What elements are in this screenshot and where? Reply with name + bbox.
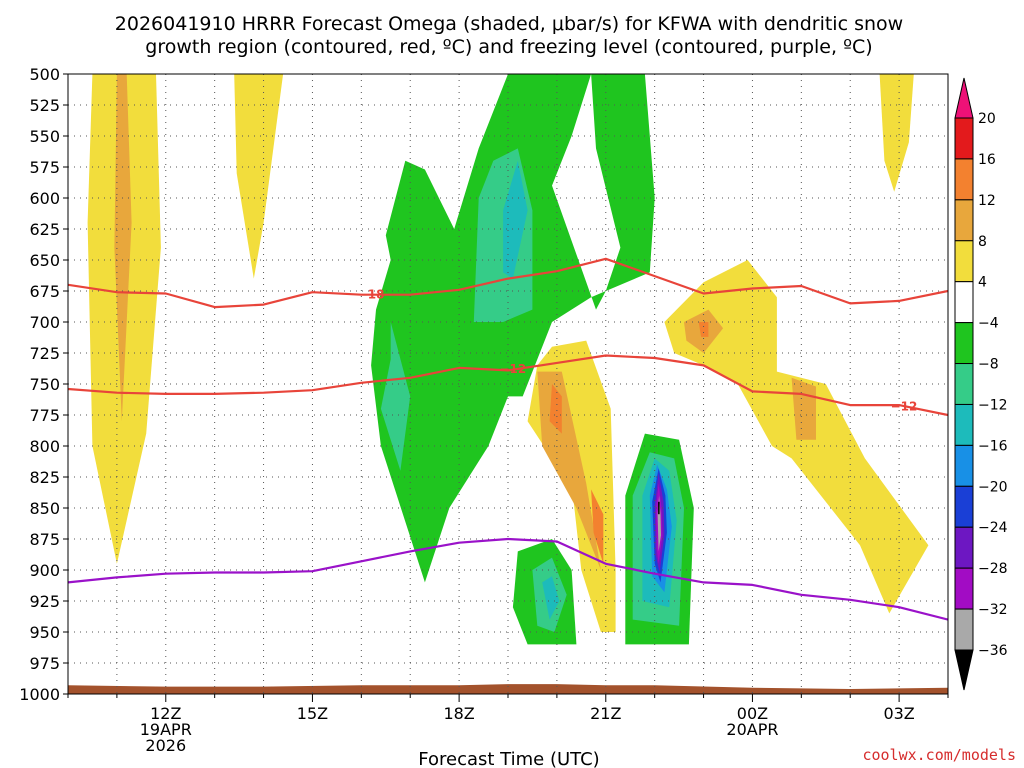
- chart-title-line-2: growth region (contoured, red, ºC) and f…: [145, 36, 872, 58]
- omega-field-3: [879, 74, 914, 192]
- x-tick-15Z: 15Z: [297, 704, 328, 723]
- y-tick-800: 800: [29, 437, 60, 456]
- colorbar-swatch-12: [954, 608, 974, 651]
- source-credit: coolwx.com/models: [862, 746, 1016, 764]
- colorbar-label-7: −12: [978, 397, 1008, 413]
- colorbar: 20 16 12 8 4 −4 −8 −12 −16 −20 −24 −28 −32 −36: [954, 77, 1008, 691]
- contour--12: [68, 354, 948, 417]
- x-tick-12Z: 12Z: [150, 704, 181, 723]
- contour--18: [68, 257, 948, 309]
- colorbar-swatch-6: [954, 363, 974, 405]
- x-tick-18Z: 18Z: [443, 704, 474, 723]
- y-tick-600: 600: [29, 189, 60, 208]
- contour-label-0: −18: [358, 288, 385, 302]
- y-tick-525: 525: [29, 96, 60, 115]
- omega-field-19: [542, 576, 560, 620]
- omega-field-16: [380, 322, 411, 471]
- y-tick-975: 975: [29, 654, 60, 673]
- y-tick-900: 900: [29, 561, 60, 580]
- y-tick-875: 875: [29, 530, 60, 549]
- colorbar-label-5: −4: [978, 316, 999, 332]
- omega-field-13: [371, 74, 403, 167]
- colorbar-swatch-1: [954, 158, 974, 201]
- y-tick-725: 725: [29, 344, 60, 363]
- colorbar-label-8: −16: [978, 438, 1008, 454]
- y-tick-500: 500: [29, 65, 60, 84]
- colorbar-label-4: 4: [978, 275, 987, 291]
- colorbar-label-12: −32: [978, 602, 1008, 618]
- colorbar-bottom-arrow: [954, 649, 974, 691]
- y-tick-850: 850: [29, 499, 60, 518]
- colorbar-swatch-3: [954, 240, 974, 283]
- colorbar-swatch-2: [954, 199, 974, 242]
- colorbar-label-9: −20: [978, 479, 1008, 495]
- colorbar-label-10: −24: [978, 520, 1008, 536]
- colorbar-swatch-7: [954, 403, 974, 446]
- omega-shading-layer: [87, 74, 929, 645]
- y-tick-750: 750: [29, 375, 60, 394]
- colorbar-swatch-11: [954, 567, 974, 610]
- omega-field-15: [503, 160, 528, 279]
- grid-layer: [68, 74, 948, 694]
- y-tick-775: 775: [29, 406, 60, 425]
- ground-strip: [68, 684, 948, 694]
- y-tick-675: 675: [29, 282, 60, 301]
- colorbar-label-6: −8: [978, 357, 999, 373]
- colorbar-label-2: 12: [978, 193, 996, 209]
- colorbar-label-11: −28: [978, 561, 1008, 577]
- contour-label-1: −12: [500, 362, 527, 376]
- x-tick-sub-20APR: 20APR: [726, 720, 778, 739]
- colorbar-top-arrow: [954, 77, 974, 119]
- y-tick-550: 550: [29, 127, 60, 146]
- omega-field-12: [371, 74, 655, 583]
- x-axis-label: Forecast Time (UTC): [418, 749, 599, 768]
- x-tick-03Z: 03Z: [883, 704, 914, 723]
- y-tick-825: 825: [29, 468, 60, 487]
- y-tick-650: 650: [29, 251, 60, 270]
- x-tick-00Z: 00Z: [737, 704, 768, 723]
- y-tick-700: 700: [29, 313, 60, 332]
- x-tick-21Z: 21Z: [590, 704, 621, 723]
- colorbar-label-3: 8: [978, 234, 987, 250]
- colorbar-swatch-0: [954, 117, 974, 160]
- y-tick-950: 950: [29, 623, 60, 642]
- chart-title-line-1: 2026041910 HRRR Forecast Omega (shaded, …: [115, 13, 903, 35]
- colorbar-swatch-9: [954, 485, 974, 528]
- contour-label-layer: −18 −12 −12: [358, 288, 918, 414]
- colorbar-swatch-10: [954, 526, 974, 569]
- colorbar-label-13: −36: [978, 643, 1008, 659]
- colorbar-swatch-5: [954, 322, 974, 365]
- colorbar-label-0: 20: [978, 111, 996, 127]
- x-tick-sub-19APR: 19APR: [140, 720, 192, 739]
- contour-freezing: [68, 537, 948, 621]
- omega-field-10: [549, 384, 562, 434]
- omega-field-2: [234, 74, 284, 279]
- omega-field-7: [698, 322, 709, 337]
- omega-field-11: [591, 489, 604, 564]
- x-tick-sub-2026: 2026: [145, 736, 186, 755]
- colorbar-swatch-4: [954, 281, 974, 324]
- omega-field-1: [114, 74, 132, 422]
- y-tick-625: 625: [29, 220, 60, 239]
- colorbar-label-1: 16: [978, 152, 996, 168]
- y-tick-925: 925: [29, 592, 60, 611]
- y-axis: 500 525 550 575 600 625 650 675 700 725 750 775 800 8…: [19, 65, 68, 704]
- y-tick-1000: 1000: [19, 685, 60, 704]
- y-tick-575: 575: [29, 158, 60, 177]
- ground-layer: [68, 684, 948, 694]
- contour-layer: [68, 257, 948, 621]
- colorbar-swatch-8: [954, 444, 974, 487]
- omega-field-28: [658, 501, 660, 515]
- contour-label-2: −12: [891, 399, 918, 413]
